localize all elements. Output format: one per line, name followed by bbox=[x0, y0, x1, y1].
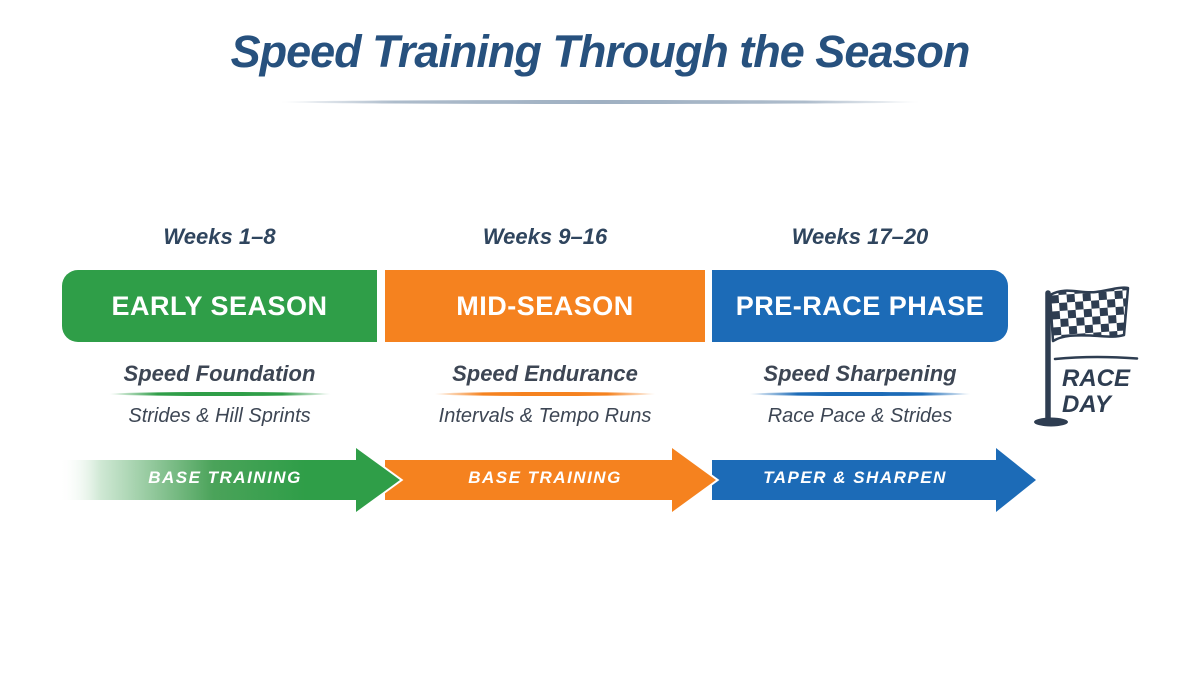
weeks-label-mid: Weeks 9–16 bbox=[482, 224, 608, 249]
focus-detail: Strides & Hill Sprints bbox=[128, 405, 311, 427]
weeks-label-prerace: Weeks 17–20 bbox=[791, 224, 929, 249]
phase-bar-mid-season: MID-SEASON bbox=[385, 270, 705, 342]
phase-bar-label: EARLY SEASON bbox=[111, 290, 328, 321]
flag-cloth bbox=[1048, 286, 1130, 343]
race-day-line1: RACE bbox=[1062, 365, 1131, 392]
title-divider bbox=[280, 100, 920, 104]
focus-block-early: Speed Foundation Strides & Hill Sprints bbox=[62, 361, 377, 428]
race-day-label: RACE DAY bbox=[1062, 366, 1130, 418]
focus-detail: Race Pace & Strides bbox=[767, 405, 953, 427]
phase-bar-label: MID-SEASON bbox=[456, 290, 634, 321]
arrow-base-training-early bbox=[58, 445, 404, 515]
timeline-arrows bbox=[58, 445, 1040, 515]
flag-base bbox=[1034, 417, 1068, 427]
focus-underline bbox=[749, 392, 971, 396]
weeks-label-early: Weeks 1–8 bbox=[163, 224, 276, 249]
focus-block-mid: Speed Endurance Intervals & Tempo Runs bbox=[385, 361, 705, 428]
focus-title: Speed Sharpening bbox=[763, 361, 957, 386]
phase-bar-label: PRE-RACE PHASE bbox=[735, 290, 985, 321]
flag-separator-line bbox=[1053, 355, 1139, 361]
arrow-label-mid: BASE TRAINING bbox=[468, 468, 622, 487]
arrow-base-training-mid bbox=[383, 445, 720, 515]
focus-title: Speed Foundation bbox=[123, 361, 316, 386]
arrow-label-early: BASE TRAINING bbox=[148, 468, 302, 487]
arrow-taper-sharpen bbox=[710, 445, 1040, 515]
race-day-line2: DAY bbox=[1062, 391, 1111, 418]
phase-bar-pre-race: PRE-RACE PHASE bbox=[712, 270, 1008, 342]
focus-underline bbox=[434, 392, 656, 396]
focus-underline bbox=[108, 392, 331, 396]
checkered-flag-icon bbox=[1034, 286, 1139, 427]
arrow-label-prerace: TAPER & SHARPEN bbox=[763, 468, 947, 487]
focus-title: Speed Endurance bbox=[452, 361, 638, 386]
focus-detail: Intervals & Tempo Runs bbox=[438, 405, 652, 427]
page-title: Speed Training Through the Season bbox=[230, 26, 971, 77]
focus-block-prerace: Speed Sharpening Race Pace & Strides bbox=[712, 361, 1008, 428]
phase-bar-early-season: EARLY SEASON bbox=[62, 270, 377, 342]
